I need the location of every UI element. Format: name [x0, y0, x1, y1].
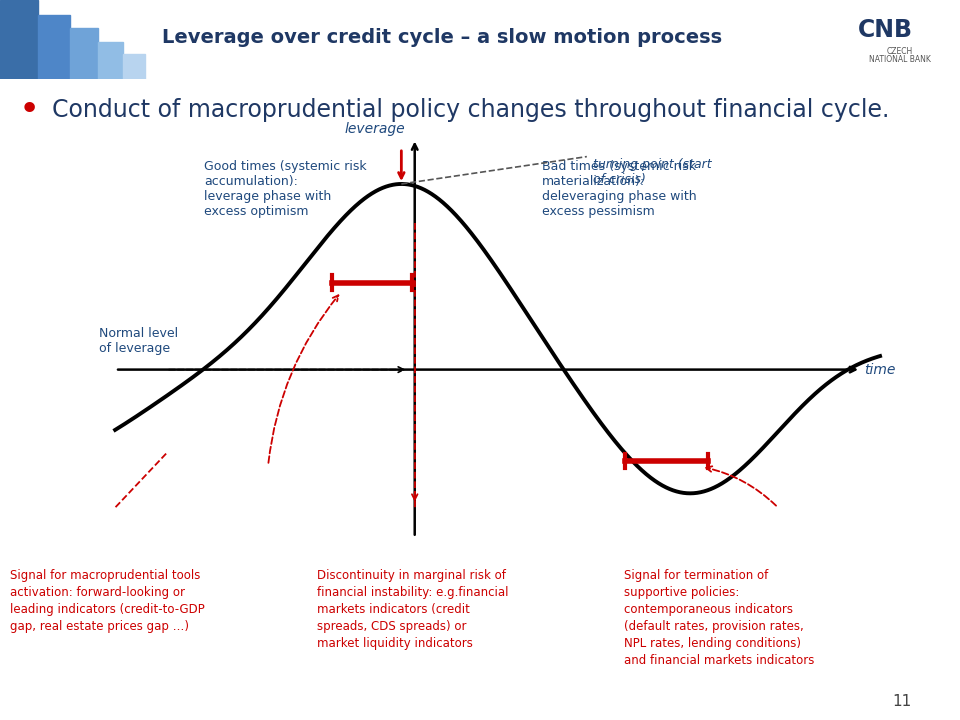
Bar: [70, 27, 98, 79]
Text: Signal for macroprudential tools
activation: forward-looking or
leading indicato: Signal for macroprudential tools activat…: [10, 569, 204, 633]
Text: leverage: leverage: [345, 122, 405, 135]
Text: NATIONAL BANK: NATIONAL BANK: [869, 55, 931, 64]
Text: Leverage over credit cycle – a slow motion process: Leverage over credit cycle – a slow moti…: [162, 28, 722, 47]
Text: CZECH: CZECH: [887, 47, 913, 56]
Bar: [123, 55, 145, 79]
Text: CNB: CNB: [857, 18, 913, 42]
Text: Good times (systemic risk
accumulation):
leverage phase with
excess optimism: Good times (systemic risk accumulation):…: [204, 160, 367, 217]
Text: Conduct of macroprudential policy changes throughout financial cycle.: Conduct of macroprudential policy change…: [52, 98, 889, 122]
Text: turning point (start
of crisis): turning point (start of crisis): [593, 158, 711, 186]
Bar: [98, 42, 123, 79]
Text: Discontinuity in marginal risk of
financial instability: e.g.financial
markets i: Discontinuity in marginal risk of financ…: [317, 569, 508, 649]
Text: 11: 11: [893, 694, 912, 709]
Text: time: time: [864, 363, 896, 377]
Bar: [38, 15, 70, 79]
Bar: [0, 0, 38, 79]
Text: •: •: [19, 93, 40, 127]
Text: Signal for termination of
supportive policies:
contemporaneous indicators
(defau: Signal for termination of supportive pol…: [624, 569, 814, 667]
Text: Normal level
of leverage: Normal level of leverage: [99, 327, 179, 355]
Text: Bad times (systemic risk
materialization):
deleveraging phase with
excess pessim: Bad times (systemic risk materialization…: [542, 160, 697, 217]
